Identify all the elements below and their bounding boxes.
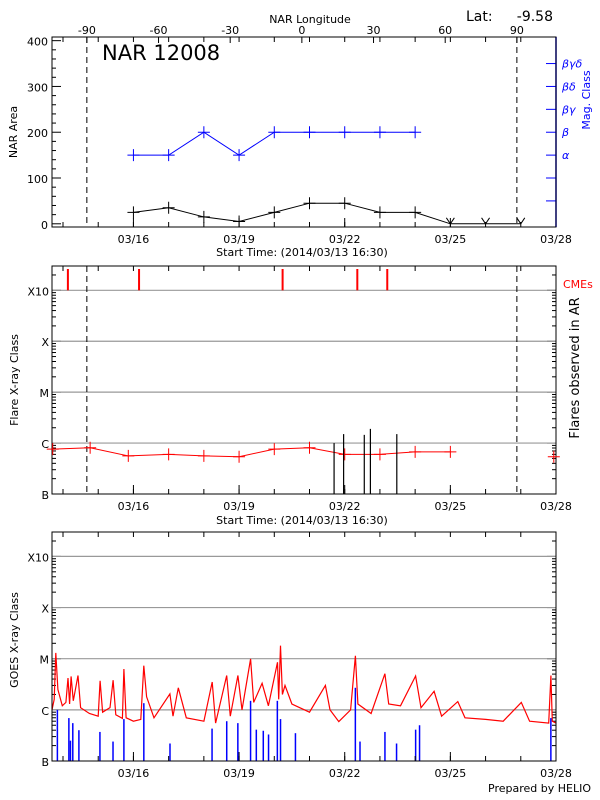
area-point [409, 206, 422, 219]
mag-class-tick-label: β [561, 126, 569, 139]
x-tick-label: 03/19 [223, 233, 255, 246]
y-tick-label: C [41, 438, 49, 451]
area-point [338, 197, 351, 210]
lat-value: -9.58 [517, 9, 553, 25]
background-flux-point [547, 450, 560, 463]
x-tick-label: 03/19 [223, 500, 255, 513]
area-point [127, 206, 140, 219]
cme-label: CMEs [563, 278, 593, 291]
longitude-tick-label: -60 [150, 24, 168, 37]
mag-class-tick-label: α [562, 149, 570, 162]
area-point [197, 210, 210, 223]
area-point [233, 215, 246, 228]
background-flux-point [338, 448, 351, 461]
background-flux-point [268, 443, 281, 456]
area-point [373, 206, 386, 219]
y-axis-label-goes: GOES X-ray Class [8, 592, 21, 688]
background-flux-point [303, 441, 316, 454]
mag-class-point [268, 126, 281, 139]
y-tick-label: X [41, 336, 49, 349]
longitude-tick-label: 0 [298, 24, 305, 37]
longitude-tick-label: 60 [438, 24, 452, 37]
background-flux-point [162, 448, 175, 461]
y-tick-label: C [41, 705, 49, 718]
longitude-tick-label: -90 [78, 24, 96, 37]
background-flux-line [52, 447, 451, 458]
lat-label: Lat: [466, 9, 493, 25]
mag-class-point [303, 126, 316, 139]
x-tick-label: 03/25 [435, 767, 467, 780]
x-tick-label: 03/19 [223, 767, 255, 780]
area-point [162, 201, 175, 214]
y-tick-label: X10 [27, 551, 49, 564]
mag-class-point [409, 126, 422, 139]
y-tick-label: 400 [27, 36, 48, 49]
mag-class-point [338, 126, 351, 139]
background-flux-point [373, 448, 386, 461]
y-axis-label-flare: Flare X-ray Class [8, 334, 21, 426]
x-tick-label: 03/28 [540, 767, 572, 780]
plot-frame-3 [51, 531, 557, 762]
y-tick-label: 100 [27, 173, 48, 186]
x-tick-label: 03/28 [540, 233, 572, 246]
y-tick-label: B [41, 756, 49, 769]
x-tick-label: 03/25 [435, 500, 467, 513]
mag-class-tick-label: βγ [561, 103, 576, 116]
background-flux-point [46, 443, 59, 456]
right-axis-label-mag: Mag. Class [580, 70, 593, 129]
background-flux-point [122, 449, 135, 462]
mag-class-point [127, 149, 140, 162]
mag-class-point [162, 149, 175, 162]
x-tick-label: 03/22 [329, 500, 361, 513]
right-axis-label-flares: Flares observed in AR [568, 297, 583, 438]
plot-frame-1 [51, 36, 557, 228]
x-axis-label-2: Start Time: (2014/03/13 16:30) [216, 514, 388, 527]
region-title: NAR 12008 [102, 41, 220, 65]
y-tick-label: M [40, 387, 50, 400]
mag-class-tick-label: βγδ [561, 58, 583, 71]
longitude-tick-label: 30 [367, 24, 381, 37]
longitude-tick-label: -30 [221, 24, 239, 37]
mag-class-tick-label: βδ [561, 80, 576, 93]
x-tick-label: 03/16 [118, 233, 150, 246]
mag-class-point [197, 126, 210, 139]
top-axis-label: NAR Longitude [269, 13, 351, 26]
x-tick-label: 03/22 [329, 767, 361, 780]
x-tick-label: 03/16 [118, 500, 150, 513]
goes-long-channel-line [51, 645, 557, 724]
background-flux-point [409, 445, 422, 458]
y-tick-label: 300 [27, 81, 48, 94]
area-point [268, 206, 281, 219]
mag-class-point [373, 126, 386, 139]
footer-credit: Prepared by HELIO [488, 782, 591, 795]
y-tick-label: 200 [27, 127, 48, 140]
x-tick-label: 03/22 [329, 233, 361, 246]
area-missing-marker [481, 217, 490, 225]
plot-frame-2 [51, 265, 557, 495]
longitude-tick-label: 90 [510, 24, 524, 37]
x-tick-label: 03/28 [540, 500, 572, 513]
area-point [303, 197, 316, 210]
mag-class-point [233, 149, 246, 162]
background-flux-point [444, 445, 457, 458]
y-tick-label: M [40, 654, 50, 667]
y-tick-label: X10 [27, 285, 49, 298]
background-flux-point [233, 450, 246, 463]
area-series-line [133, 202, 521, 225]
area-missing-marker [445, 217, 455, 225]
y-tick-label: B [41, 489, 49, 502]
background-flux-point [84, 441, 97, 454]
x-tick-label: 03/25 [435, 233, 467, 246]
background-flux-point [197, 449, 210, 462]
y-axis-label-area: NAR Area [7, 106, 20, 158]
y-tick-label: 0 [41, 219, 48, 232]
x-axis-label-1: Start Time: (2014/03/13 16:30) [216, 246, 388, 259]
x-tick-label: 03/16 [118, 767, 150, 780]
area-missing-marker [516, 217, 526, 225]
y-tick-label: X [41, 603, 49, 616]
